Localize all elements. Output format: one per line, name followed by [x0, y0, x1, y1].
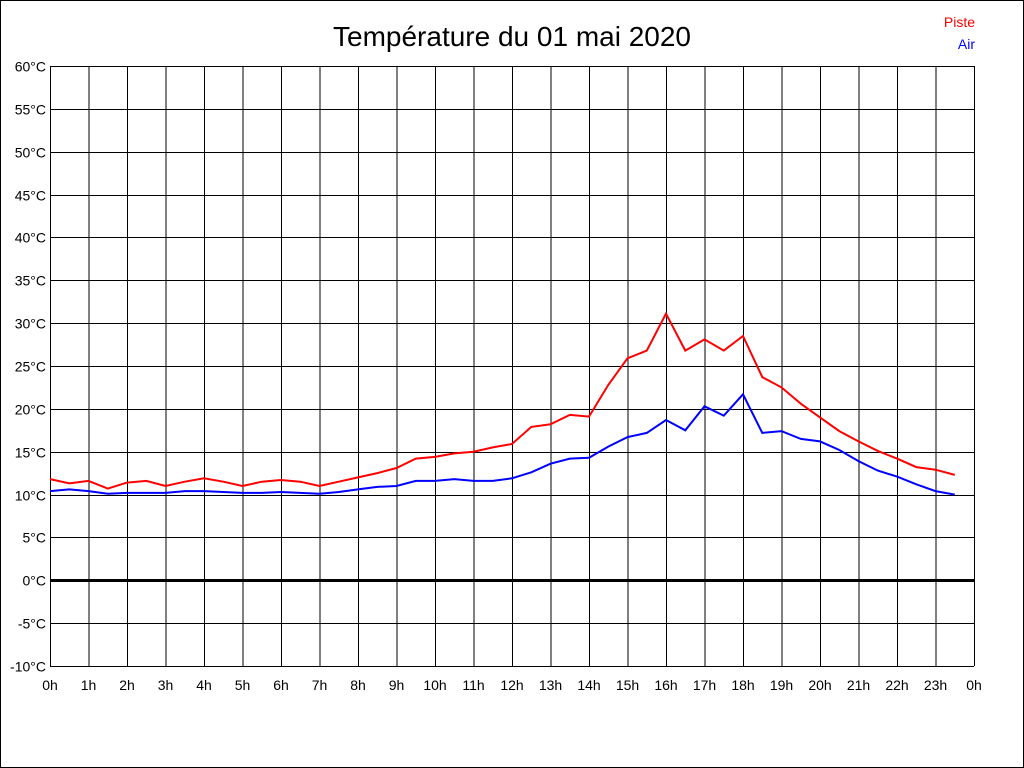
x-tick-label: 21h [847, 677, 870, 693]
series-line-piste [49, 311, 956, 490]
grid [50, 66, 975, 667]
x-tick-label: 7h [312, 677, 328, 693]
x-tick-label: 13h [539, 677, 562, 693]
y-tick-label: 30°C [15, 316, 46, 332]
x-tick-label: 10h [423, 677, 446, 693]
x-tick-label: 15h [616, 677, 639, 693]
x-tick-label: 20h [808, 677, 831, 693]
x-tick-label: 16h [654, 677, 677, 693]
y-axis-labels: -10°C -5°C 0°C 5°C 10°C 15°C 20°C 25°C 30°C 35°C 4… [10, 59, 46, 675]
y-tick-label: 15°C [15, 445, 46, 461]
x-tick-label: 0h [966, 677, 982, 693]
chart-title: Température du 01 mai 2020 [333, 21, 691, 52]
y-tick-label: 45°C [15, 188, 46, 204]
x-tick-label: 0h [42, 677, 58, 693]
y-tick-label: 5°C [23, 530, 47, 546]
legend-entry-air: Air [958, 36, 975, 52]
y-tick-label: -10°C [10, 659, 46, 675]
x-tick-label: 22h [885, 677, 908, 693]
y-tick-label: 10°C [15, 488, 46, 504]
x-tick-label: 17h [693, 677, 716, 693]
y-tick-label: 40°C [15, 230, 46, 246]
x-tick-label: 4h [196, 677, 212, 693]
x-tick-label: 23h [924, 677, 947, 693]
y-tick-label: 0°C [23, 573, 47, 589]
y-tick-label: 55°C [15, 102, 46, 118]
x-tick-label: 8h [350, 677, 366, 693]
x-tick-label: 9h [389, 677, 405, 693]
x-tick-label: 19h [770, 677, 793, 693]
y-tick-label: 60°C [15, 59, 46, 75]
y-tick-label: -5°C [18, 616, 46, 632]
y-tick-label: 50°C [15, 145, 46, 161]
legend: Piste Air [944, 14, 975, 52]
x-tick-label: 18h [731, 677, 754, 693]
x-tick-label: 11h [462, 677, 484, 693]
series-line-air [49, 392, 955, 496]
y-tick-label: 25°C [15, 359, 46, 375]
y-tick-label: 20°C [15, 402, 46, 418]
legend-entry-piste: Piste [944, 14, 975, 30]
x-axis-labels: 0h 1h 2h 3h 4h 5h 6h 7h 8h 9h 10h 11h 12h 13h 14h 15h 16… [42, 677, 982, 693]
x-tick-label: 12h [500, 677, 523, 693]
series-lines [49, 311, 956, 496]
x-tick-label: 6h [273, 677, 289, 693]
x-tick-label: 3h [158, 677, 174, 693]
y-tick-label: 35°C [15, 273, 46, 289]
x-tick-label: 5h [235, 677, 251, 693]
x-tick-label: 1h [81, 677, 97, 693]
x-tick-label: 14h [577, 677, 600, 693]
x-tick-label: 2h [119, 677, 135, 693]
